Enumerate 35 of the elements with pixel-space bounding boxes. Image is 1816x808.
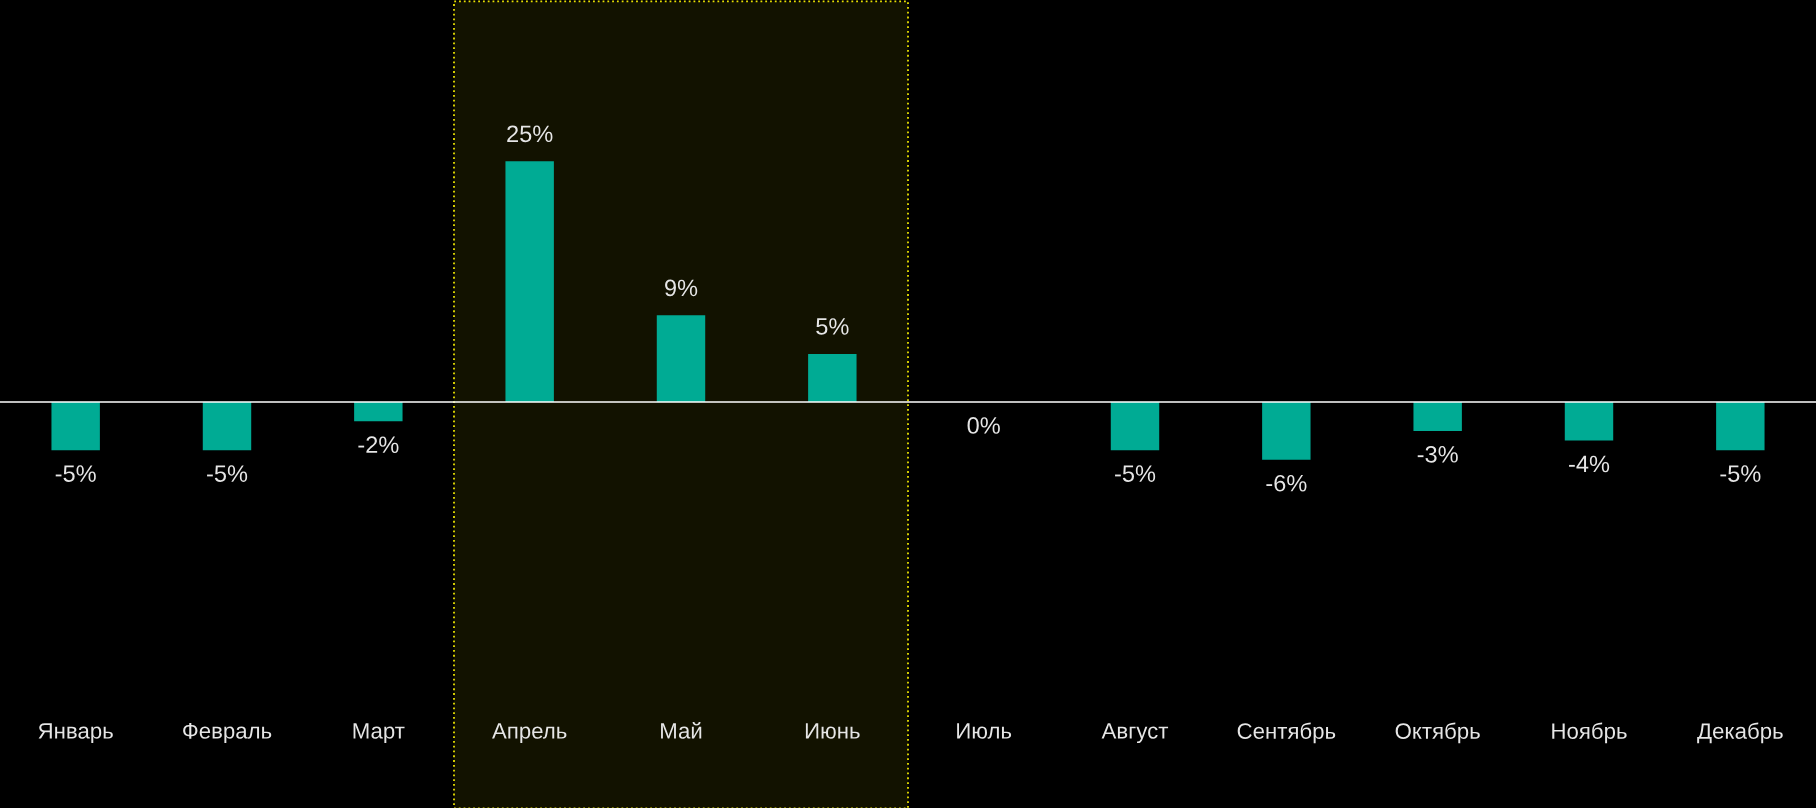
x-tick-label: Декабрь [1697,722,1783,744]
bar [1413,402,1462,431]
x-tick-label: Июнь [805,723,860,739]
bar [354,402,403,422]
x-tick-label: Январь [38,723,113,744]
data-label: -5% [55,465,96,482]
x-tick-label: Апрель [492,723,567,744]
x-tick-label: Ноябрь [1552,722,1627,744]
bar [808,353,857,403]
data-label: 9% [665,279,698,297]
data-label: 25% [507,125,553,143]
x-tick-label: Август [1101,723,1169,744]
x-tick-label: Май [661,722,702,739]
x-tick-label: Февраль [183,723,272,744]
x-tick-label: Март [353,723,405,744]
bar [1564,402,1614,441]
bar [505,161,554,403]
x-tick-label: Октябрь [1395,722,1480,744]
bar [1716,402,1765,451]
data-label: 0% [967,417,1000,434]
x-tick-label: Июль [957,723,1012,739]
bar [1110,402,1160,451]
data-label: -3% [1417,445,1458,463]
bar [51,402,100,451]
bar [1262,402,1311,460]
bar [656,315,706,403]
data-label: -5% [1720,465,1761,482]
data-label: -2% [358,436,399,453]
x-tick-label: Сентябрь [1237,722,1336,744]
bar [202,402,252,451]
data-label: -4% [1569,455,1610,473]
data-label: -6% [1266,474,1307,492]
data-label: 5% [816,318,849,335]
data-label: -5% [207,465,248,482]
data-label: -5% [1115,465,1156,482]
